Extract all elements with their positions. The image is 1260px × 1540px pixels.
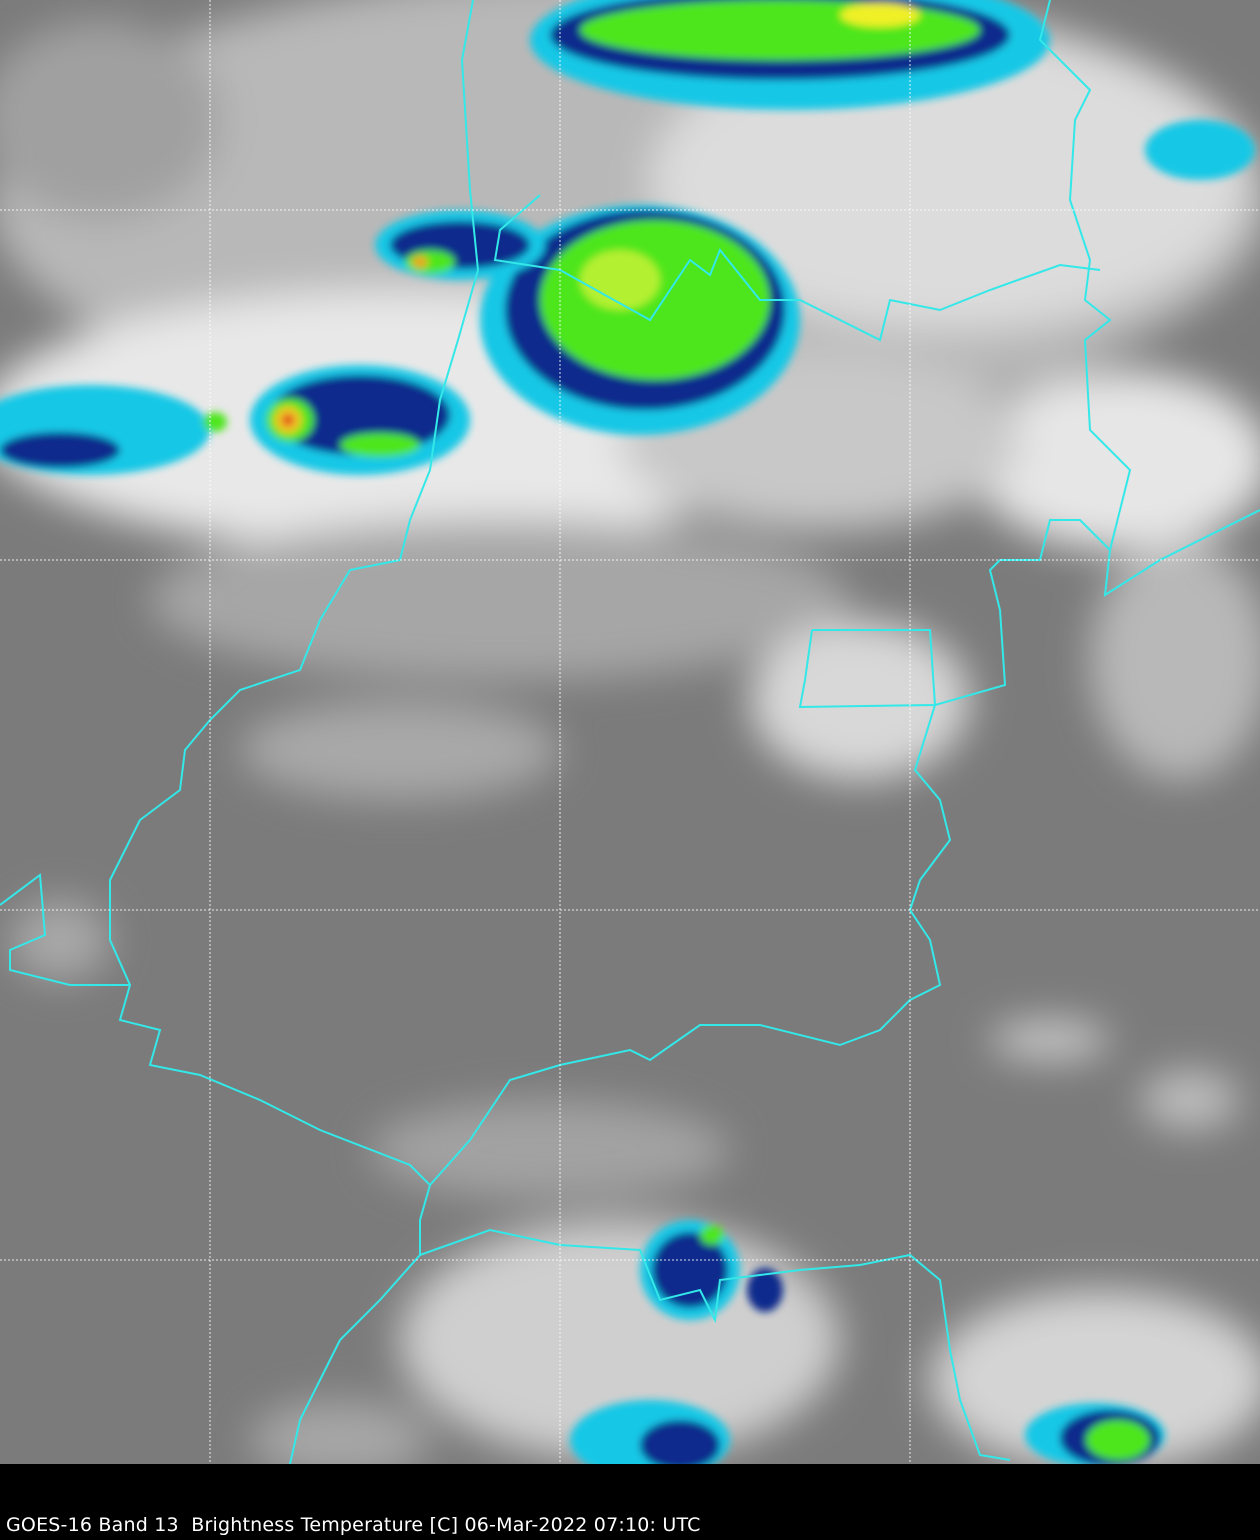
border-line [419, 1228, 1011, 1461]
border-line [0, 873, 130, 986]
border-line [493, 194, 1101, 342]
image-caption: GOES-16 Band 13 Brightness Temperature [… [6, 1514, 701, 1536]
political-borders [0, 0, 1260, 1464]
border-line [429, 0, 1132, 1186]
lat-lon-grid [0, 0, 1260, 1464]
border-line [109, 0, 480, 1464]
infrared-satellite-map [0, 0, 1260, 1464]
